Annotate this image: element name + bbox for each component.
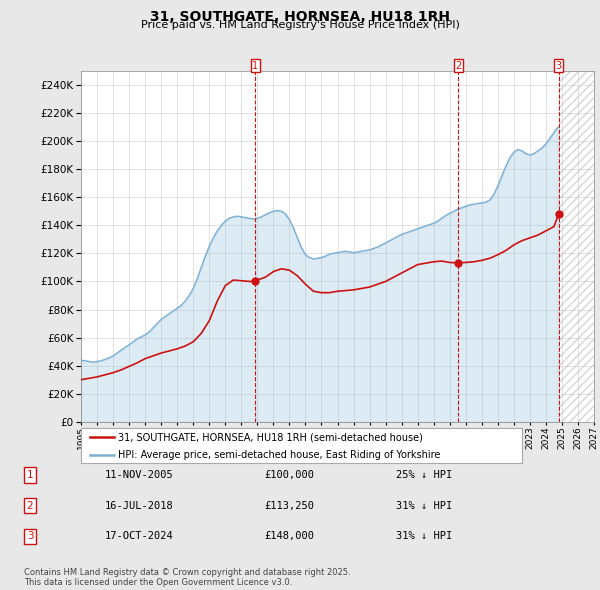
Text: 16-JUL-2018: 16-JUL-2018 bbox=[105, 501, 174, 510]
Text: Price paid vs. HM Land Registry's House Price Index (HPI): Price paid vs. HM Land Registry's House … bbox=[140, 20, 460, 30]
Text: 1: 1 bbox=[252, 61, 259, 71]
Text: £100,000: £100,000 bbox=[264, 470, 314, 480]
Text: 25% ↓ HPI: 25% ↓ HPI bbox=[396, 470, 452, 480]
Text: 11-NOV-2005: 11-NOV-2005 bbox=[105, 470, 174, 480]
Text: 17-OCT-2024: 17-OCT-2024 bbox=[105, 532, 174, 541]
Text: 31% ↓ HPI: 31% ↓ HPI bbox=[396, 501, 452, 510]
Text: 2: 2 bbox=[26, 501, 34, 510]
Text: 2: 2 bbox=[455, 61, 461, 71]
Text: 31, SOUTHGATE, HORNSEA, HU18 1RH (semi-detached house): 31, SOUTHGATE, HORNSEA, HU18 1RH (semi-d… bbox=[118, 432, 424, 442]
Text: HPI: Average price, semi-detached house, East Riding of Yorkshire: HPI: Average price, semi-detached house,… bbox=[118, 450, 441, 460]
Text: 31, SOUTHGATE, HORNSEA, HU18 1RH: 31, SOUTHGATE, HORNSEA, HU18 1RH bbox=[150, 10, 450, 24]
Text: 1: 1 bbox=[26, 470, 34, 480]
Text: 3: 3 bbox=[556, 61, 562, 71]
Text: 31% ↓ HPI: 31% ↓ HPI bbox=[396, 532, 452, 541]
Text: £113,250: £113,250 bbox=[264, 501, 314, 510]
Text: 3: 3 bbox=[26, 532, 34, 541]
Text: £148,000: £148,000 bbox=[264, 532, 314, 541]
Text: Contains HM Land Registry data © Crown copyright and database right 2025.
This d: Contains HM Land Registry data © Crown c… bbox=[24, 568, 350, 587]
